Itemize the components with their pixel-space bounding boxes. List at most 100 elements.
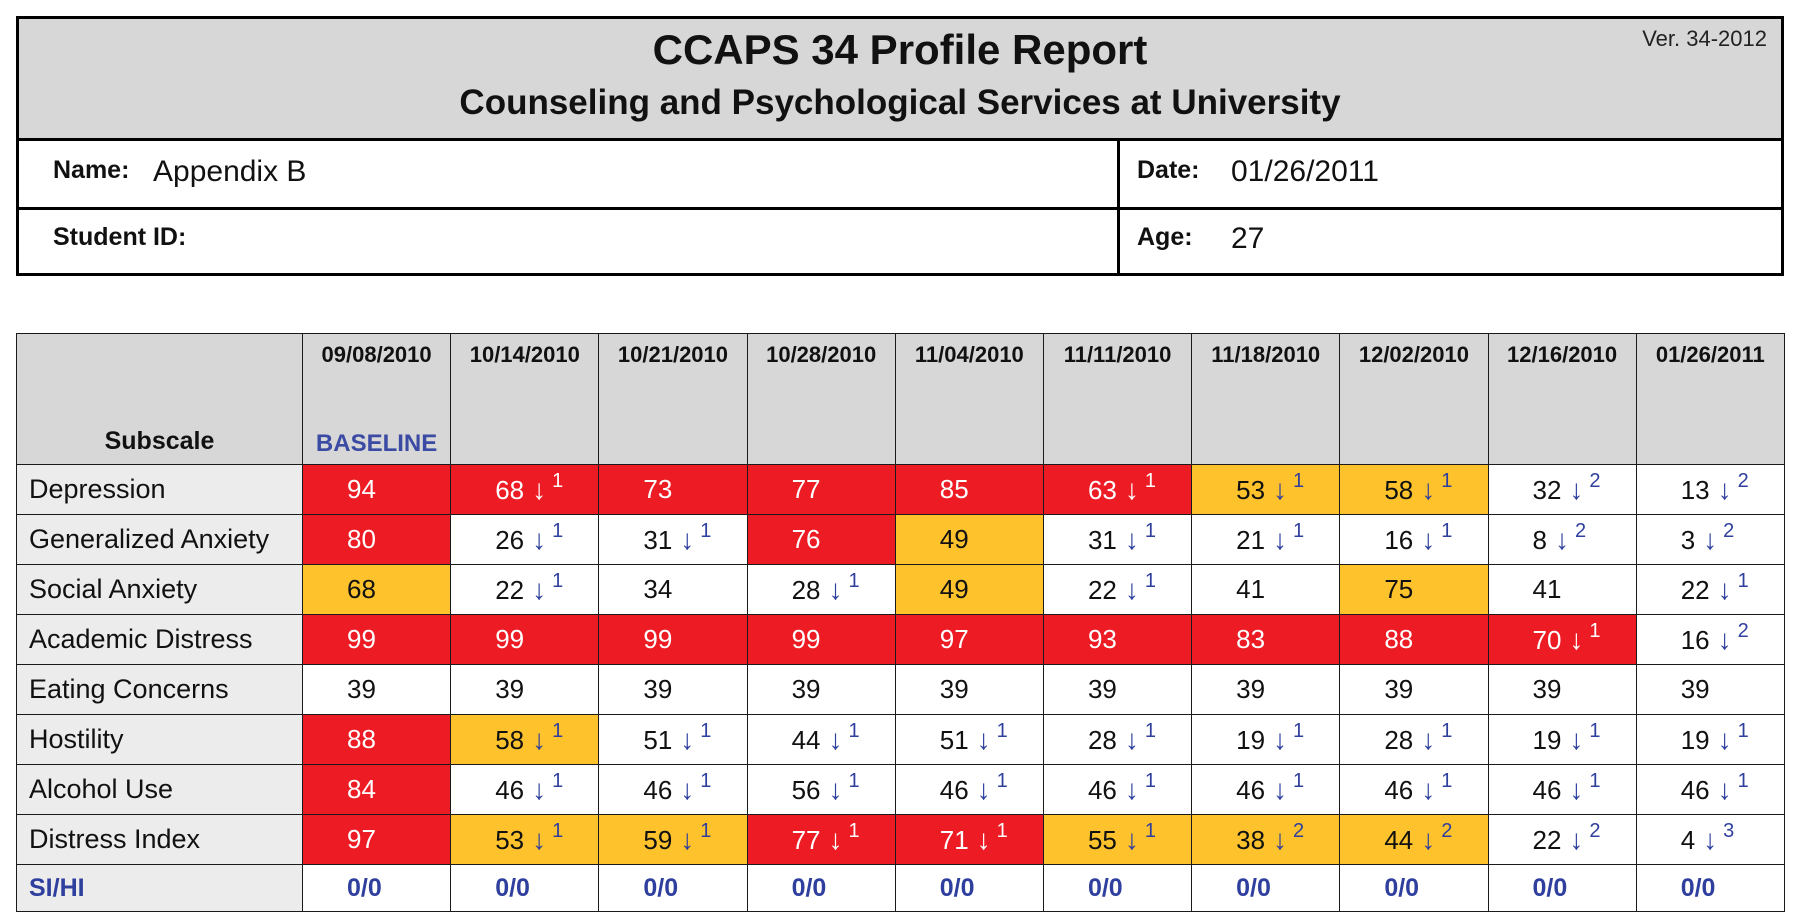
down-arrow-icon: ↓ — [1273, 823, 1288, 855]
table-body: Depression 94 68 ↓ 1 73 77 85 63 ↓ 1 53 ↓ 1 58 ↓ 1 32 ↓ 2 13… — [16, 464, 1785, 912]
change-level: 2 — [1737, 469, 1749, 492]
score-cell: 41 — [1191, 564, 1341, 615]
score-value: 85 — [939, 474, 969, 504]
date-column-header: 11/04/2010 — [894, 333, 1044, 465]
down-arrow-icon: ↓ — [1717, 723, 1732, 755]
score-cell: 55 ↓ 1 — [1042, 814, 1193, 865]
down-arrow-icon: ↓ — [680, 523, 695, 555]
down-arrow-icon: ↓ — [1717, 473, 1732, 505]
score-cell: 21 ↓ 1 — [1191, 514, 1341, 565]
age-label: Age: — [1137, 223, 1193, 251]
score-cell: 53 ↓ 1 — [450, 814, 600, 865]
score-cell: 32 ↓ 2 — [1487, 464, 1637, 515]
score-cell: 16 ↓ 2 — [1635, 614, 1785, 665]
score-cell: 28 ↓ 1 — [746, 564, 896, 615]
score-value: 93 — [1087, 624, 1117, 654]
score-value: 28 — [1384, 724, 1414, 755]
score-cell: 28 ↓ 1 — [1339, 714, 1489, 765]
down-arrow-icon: ↓ — [1124, 773, 1139, 805]
score-cell: 94 — [301, 464, 452, 515]
score-value: 97 — [939, 624, 969, 654]
score-cell: 34 — [598, 564, 748, 615]
change-level: 1 — [1441, 719, 1453, 742]
change-level: 1 — [1441, 469, 1453, 492]
score-value: 63 — [1087, 474, 1117, 505]
score-value: 68 — [347, 574, 376, 604]
down-arrow-icon: ↓ — [1554, 523, 1569, 555]
score-cell: 68 ↓ 1 — [450, 464, 600, 515]
change-level: 1 — [996, 719, 1008, 742]
change-level: 1 — [996, 819, 1008, 842]
score-cell: 38 ↓ 2 — [1191, 814, 1341, 865]
subscale-name: Eating Concerns — [16, 664, 303, 715]
score-value: 0/0 — [939, 873, 975, 902]
score-value: 39 — [791, 674, 821, 704]
score-value: 75 — [1384, 574, 1414, 604]
score-cell: 0/0 — [450, 864, 600, 912]
date-column-header: 01/26/2011 — [1635, 333, 1785, 465]
score-value: 26 — [495, 524, 525, 555]
down-arrow-icon: ↓ — [680, 723, 695, 755]
change-level: 1 — [1144, 469, 1156, 492]
score-value: 46 — [1532, 774, 1562, 805]
score-cell: 4 ↓ 3 — [1635, 814, 1785, 865]
score-value: 99 — [791, 624, 821, 654]
score-value: 16 — [1384, 524, 1414, 555]
score-cell: 46 ↓ 1 — [1042, 764, 1193, 815]
table-row: Generalized Anxiety 80 26 ↓ 1 31 ↓ 1 76 49 31 ↓ 1 21 ↓… — [16, 514, 1785, 565]
table-row: Hostility 88 58 ↓ 1 51 ↓ 1 44 ↓ 1 51 ↓ 1 28 ↓ 1 19 ↓ 1 28 ↓ 1 1… — [16, 714, 1785, 765]
report-subtitle: Counseling and Psychological Services at… — [459, 83, 1341, 122]
score-value: 46 — [1680, 774, 1710, 805]
change-level: 1 — [552, 569, 564, 592]
score-value: 21 — [1236, 524, 1266, 555]
score-value: 51 — [643, 724, 673, 755]
score-value: 19 — [1680, 724, 1710, 755]
student-id-label: Student ID: — [53, 223, 187, 251]
score-value: 0/0 — [347, 873, 382, 902]
score-cell: 22 ↓ 1 — [450, 564, 600, 615]
name-value: Appendix B — [153, 155, 307, 188]
report-header: CCAPS 34 Profile Report Counseling and P… — [16, 16, 1784, 276]
score-value: 34 — [643, 574, 673, 604]
info-divider — [1117, 141, 1120, 273]
score-value: 41 — [1532, 574, 1562, 604]
id-age-row: Student ID: Age: 27 — [19, 210, 1781, 276]
score-cell: 97 — [894, 614, 1044, 665]
table-row: Academic Distress 99 99 99 99 97 93 83 88 70 ↓ 1 16 ↓… — [16, 614, 1785, 665]
change-level: 1 — [996, 769, 1008, 792]
change-level: 2 — [1723, 519, 1735, 542]
score-value: 39 — [347, 674, 376, 704]
down-arrow-icon: ↓ — [1124, 473, 1139, 505]
score-value: 16 — [1680, 624, 1710, 655]
score-cell: 39 — [1635, 664, 1785, 715]
score-value: 68 — [495, 474, 525, 505]
score-cell: 97 — [301, 814, 452, 865]
session-date: 11/11/2010 — [1063, 342, 1172, 367]
change-level: 1 — [552, 819, 564, 842]
down-arrow-icon: ↓ — [1124, 523, 1139, 555]
score-value: 39 — [495, 674, 525, 704]
subscale-name: Alcohol Use — [16, 764, 303, 815]
down-arrow-icon: ↓ — [532, 723, 547, 755]
down-arrow-icon: ↓ — [1717, 573, 1732, 605]
table-row: Social Anxiety 68 22 ↓ 1 34 28 ↓ 1 49 22 ↓ 1 41 75 41 22… — [16, 564, 1785, 615]
change-level: 1 — [1293, 519, 1305, 542]
score-cell: 39 — [894, 664, 1044, 715]
score-cell: 85 — [894, 464, 1044, 515]
score-cell: 93 — [1042, 614, 1193, 665]
scores-table: Subscale 09/08/2010 BASELINE 10/14/2010 10/2… — [16, 333, 1785, 912]
score-cell: 75 — [1339, 564, 1489, 615]
session-date: 11/04/2010 — [914, 342, 1024, 367]
change-level: 1 — [1293, 719, 1305, 742]
score-value: 46 — [939, 774, 969, 805]
name-label: Name: — [53, 156, 130, 184]
score-cell: 39 — [598, 664, 748, 715]
score-value: 76 — [791, 524, 821, 554]
score-cell: 0/0 — [1635, 864, 1785, 912]
score-cell: 58 ↓ 1 — [1339, 464, 1489, 515]
change-level: 1 — [552, 469, 564, 492]
score-value: 46 — [1384, 774, 1414, 805]
score-value: 44 — [791, 724, 821, 755]
score-value: 77 — [791, 474, 821, 504]
score-value: 39 — [1384, 674, 1414, 704]
